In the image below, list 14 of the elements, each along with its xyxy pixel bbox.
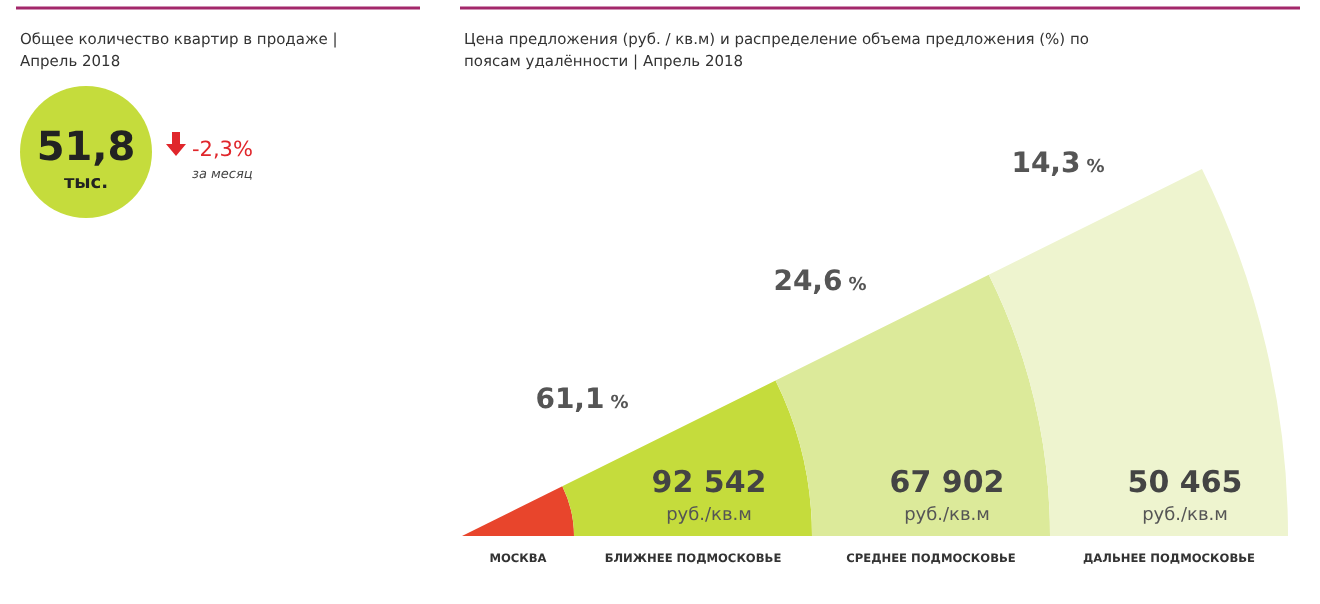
- data-label: 92 542: [651, 464, 767, 500]
- text: руб./кв.м: [666, 506, 752, 526]
- data-label: 14,3: [1011, 148, 1081, 181]
- data-label: 61,1: [535, 384, 605, 417]
- text: 51,8 тыс.: [36, 122, 136, 194]
- text: %: [610, 394, 629, 415]
- text: %: [1086, 158, 1105, 179]
- text: %: [848, 276, 867, 297]
- data-label: 67 902: [889, 464, 1005, 500]
- data-label: 50 465: [1127, 464, 1243, 500]
- data-label: 24,6: [773, 266, 843, 299]
- text: руб./кв.м: [1142, 506, 1228, 526]
- text: -2,3%: [192, 138, 253, 162]
- text: руб./кв.м: [904, 506, 990, 526]
